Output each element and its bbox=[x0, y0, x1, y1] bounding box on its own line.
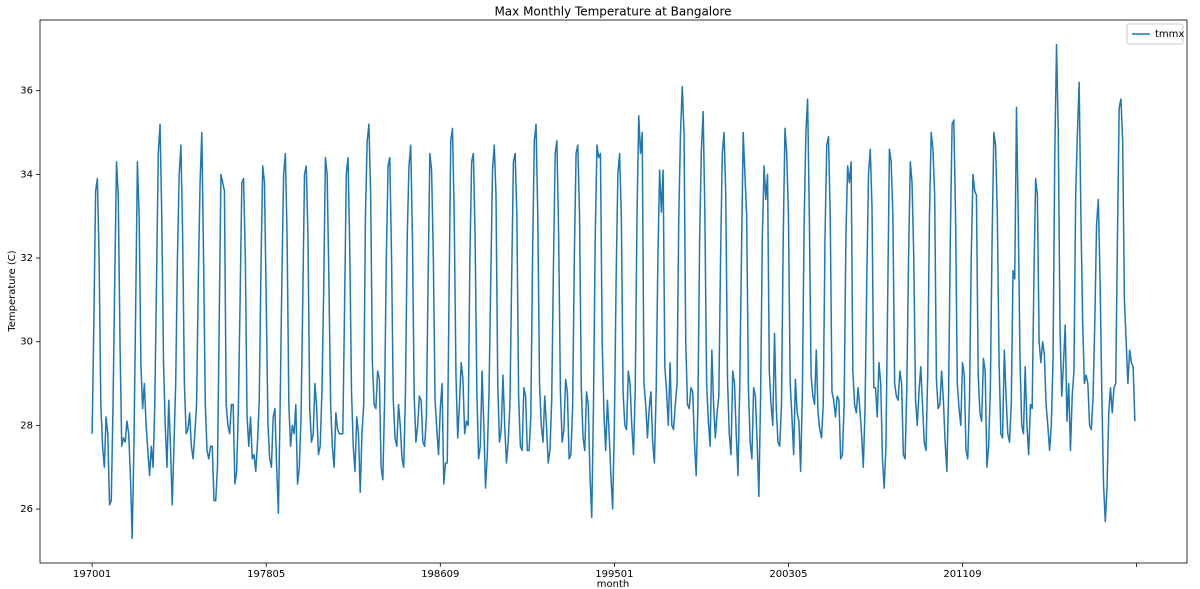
y-tick-label: 34 bbox=[20, 169, 33, 180]
y-tick-label: 32 bbox=[20, 253, 33, 264]
y-axis-label: Temperature (C) bbox=[7, 250, 18, 332]
y-tick-label: 28 bbox=[20, 420, 33, 431]
legend-label: tmmx bbox=[1155, 29, 1184, 40]
x-tick-label: 197805 bbox=[247, 569, 285, 580]
x-tick-label: 198609 bbox=[421, 569, 459, 580]
x-tick-label: 199501 bbox=[595, 569, 633, 580]
x-axis-label: month bbox=[597, 579, 629, 589]
legend-box bbox=[1126, 23, 1184, 45]
plot-frame bbox=[39, 19, 1188, 564]
y-tick-label: 36 bbox=[20, 86, 33, 97]
chart-title: Max Monthly Temperature at Bangalore bbox=[494, 5, 731, 19]
y-tick-label: 26 bbox=[20, 504, 33, 515]
line-series bbox=[91, 43, 1136, 540]
x-tick-label: 200305 bbox=[769, 569, 807, 580]
y-tick-label: 30 bbox=[20, 337, 33, 348]
x-tick-label: 201109 bbox=[943, 569, 981, 580]
x-tick-label: 197001 bbox=[73, 569, 111, 580]
